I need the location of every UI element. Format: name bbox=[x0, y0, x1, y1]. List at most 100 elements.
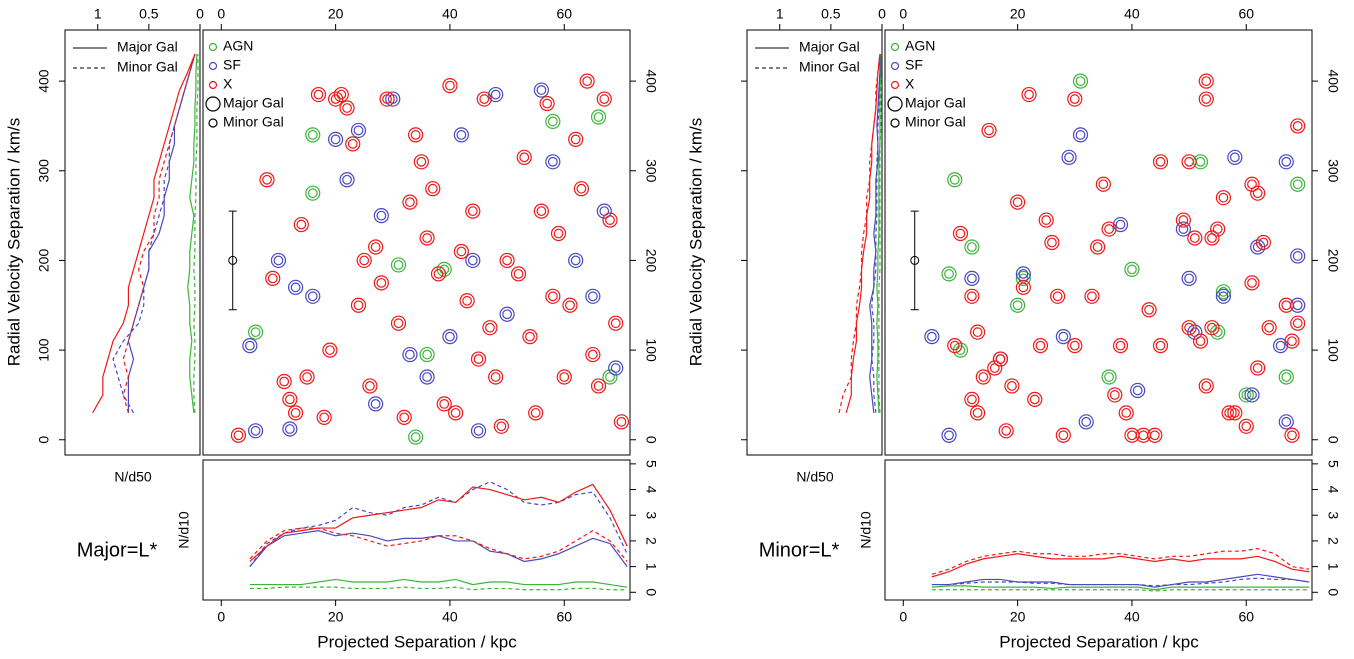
point bbox=[347, 138, 358, 149]
point bbox=[599, 94, 610, 104]
y-tick-label: 2 bbox=[643, 537, 659, 545]
y-tick-label: 0 bbox=[643, 436, 659, 444]
point bbox=[1201, 94, 1212, 104]
point bbox=[1290, 315, 1306, 331]
point bbox=[410, 130, 421, 140]
point bbox=[450, 407, 461, 418]
point bbox=[1015, 279, 1031, 295]
point bbox=[330, 134, 341, 145]
point bbox=[1147, 427, 1163, 443]
point bbox=[402, 194, 418, 210]
legend-marker bbox=[887, 96, 903, 112]
bottom-y-label: N/d10 bbox=[858, 511, 874, 549]
point bbox=[1127, 430, 1137, 441]
point bbox=[562, 297, 578, 313]
annotation: Major=L* bbox=[77, 539, 158, 561]
point bbox=[385, 91, 401, 107]
point bbox=[998, 423, 1014, 439]
point bbox=[307, 291, 318, 302]
point bbox=[405, 197, 415, 208]
point bbox=[396, 409, 412, 425]
point bbox=[1292, 318, 1303, 329]
point bbox=[244, 340, 255, 351]
point bbox=[964, 288, 980, 304]
point bbox=[513, 268, 524, 279]
point bbox=[313, 89, 324, 100]
x-tick-label: 0.5 bbox=[139, 6, 159, 22]
point bbox=[1215, 284, 1231, 300]
point bbox=[1155, 340, 1166, 351]
point bbox=[270, 252, 287, 269]
point bbox=[1218, 286, 1229, 297]
point bbox=[536, 206, 547, 217]
point bbox=[1218, 192, 1229, 203]
x-tick-label: 40 bbox=[1124, 609, 1140, 625]
point bbox=[1278, 369, 1294, 385]
point bbox=[522, 329, 538, 345]
point bbox=[265, 270, 281, 286]
point bbox=[1287, 336, 1297, 347]
point bbox=[1175, 221, 1191, 237]
point bbox=[610, 363, 621, 373]
point bbox=[1198, 91, 1214, 107]
x-tick-label: 0 bbox=[878, 6, 886, 22]
point bbox=[1184, 156, 1195, 167]
bottom-panel bbox=[884, 459, 1313, 601]
side-line bbox=[876, 54, 882, 413]
point bbox=[1215, 190, 1231, 206]
point bbox=[333, 86, 349, 103]
legend-label: Major Gal bbox=[905, 95, 966, 111]
point bbox=[1141, 302, 1157, 318]
legend-label: Major Gal bbox=[799, 39, 860, 55]
point bbox=[282, 391, 298, 408]
point bbox=[590, 378, 607, 394]
point bbox=[616, 416, 627, 427]
point bbox=[1115, 340, 1126, 351]
x-tick-label: 0 bbox=[217, 6, 225, 22]
point bbox=[1075, 76, 1086, 87]
point bbox=[1032, 338, 1049, 354]
x-tick-label: 60 bbox=[1238, 609, 1254, 625]
point bbox=[1104, 224, 1114, 234]
point bbox=[462, 295, 472, 306]
point bbox=[949, 174, 960, 185]
point bbox=[1081, 416, 1092, 427]
legend-label: AGN bbox=[905, 38, 935, 54]
point bbox=[1050, 288, 1066, 304]
point bbox=[502, 255, 513, 266]
point bbox=[530, 407, 541, 418]
point bbox=[470, 351, 487, 367]
point bbox=[1278, 154, 1294, 170]
error-point bbox=[228, 255, 238, 265]
point bbox=[296, 219, 307, 230]
point bbox=[1132, 385, 1143, 396]
point bbox=[972, 407, 983, 418]
point bbox=[413, 154, 429, 170]
point bbox=[1192, 333, 1209, 349]
x-axis-label: Projected Separation / kpc bbox=[999, 632, 1199, 651]
point bbox=[1227, 405, 1243, 421]
point bbox=[1069, 340, 1080, 351]
x-tick-label: 20 bbox=[328, 609, 344, 625]
y-tick-label: 300 bbox=[643, 159, 659, 183]
point bbox=[966, 273, 977, 284]
point bbox=[966, 394, 977, 405]
point bbox=[1252, 188, 1263, 199]
y-tick-label: 2 bbox=[1325, 537, 1341, 545]
side-line bbox=[92, 53, 196, 414]
point bbox=[1061, 149, 1077, 165]
point bbox=[1181, 154, 1197, 170]
point bbox=[1210, 221, 1226, 237]
point bbox=[1292, 251, 1303, 261]
point bbox=[596, 203, 612, 219]
point bbox=[576, 183, 587, 194]
point bbox=[342, 103, 352, 113]
point bbox=[465, 252, 481, 269]
point bbox=[966, 291, 977, 302]
point bbox=[1258, 237, 1269, 248]
x-tick-label: 60 bbox=[1238, 6, 1254, 22]
point bbox=[1152, 154, 1169, 170]
point bbox=[1064, 152, 1074, 163]
point bbox=[1195, 336, 1206, 347]
point bbox=[267, 273, 278, 284]
